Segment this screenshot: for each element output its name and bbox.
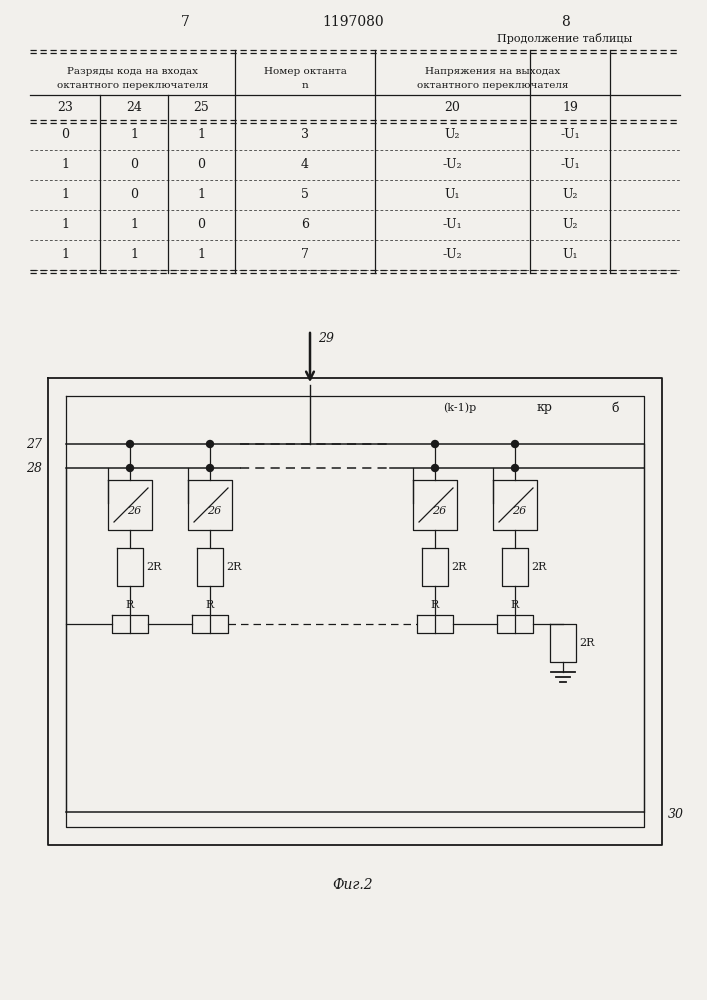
- Text: 2R: 2R: [451, 562, 467, 572]
- Text: Фиг.2: Фиг.2: [333, 878, 373, 892]
- Text: Напряжения на выходах: Напряжения на выходах: [425, 68, 560, 77]
- Text: U₂: U₂: [445, 128, 460, 141]
- Text: R: R: [511, 600, 519, 610]
- Text: 0: 0: [61, 128, 69, 141]
- Text: (k-1)р: (k-1)р: [443, 403, 477, 413]
- Text: 3: 3: [301, 128, 309, 141]
- Text: 26: 26: [432, 506, 446, 516]
- Text: R: R: [126, 600, 134, 610]
- Text: октантного переключателя: октантного переключателя: [57, 81, 209, 90]
- Text: 1: 1: [197, 128, 206, 141]
- Text: 7: 7: [180, 15, 189, 29]
- Text: Номер октанта: Номер октанта: [264, 68, 346, 77]
- Text: U₁: U₁: [445, 188, 460, 202]
- Circle shape: [511, 440, 518, 448]
- Text: 25: 25: [194, 101, 209, 114]
- Text: -U₁: -U₁: [443, 219, 462, 232]
- Text: -U₂: -U₂: [443, 248, 462, 261]
- Text: 26: 26: [512, 506, 526, 516]
- Circle shape: [511, 464, 518, 472]
- Circle shape: [206, 464, 214, 472]
- Text: Продолжение таблицы: Продолжение таблицы: [498, 32, 633, 43]
- Text: -U₂: -U₂: [443, 158, 462, 172]
- Text: 26: 26: [127, 506, 141, 516]
- Text: 1: 1: [130, 128, 138, 141]
- Text: 0: 0: [197, 219, 206, 232]
- Text: 2R: 2R: [579, 638, 595, 648]
- Circle shape: [127, 440, 134, 448]
- Text: 8: 8: [561, 15, 569, 29]
- Text: 28: 28: [26, 462, 42, 475]
- Circle shape: [431, 440, 438, 448]
- Text: 30: 30: [668, 808, 684, 822]
- Text: 24: 24: [126, 101, 142, 114]
- Text: кp: кp: [537, 401, 553, 414]
- Text: -U₁: -U₁: [560, 128, 580, 141]
- Text: Разряды кода на входах: Разряды кода на входах: [67, 68, 198, 77]
- Circle shape: [431, 464, 438, 472]
- Text: 20: 20: [445, 101, 460, 114]
- Text: 1: 1: [130, 248, 138, 261]
- Text: 29: 29: [318, 332, 334, 344]
- Text: 1: 1: [130, 219, 138, 232]
- Text: 1: 1: [197, 248, 206, 261]
- Text: 26: 26: [207, 506, 221, 516]
- Text: 23: 23: [57, 101, 73, 114]
- Text: 6: 6: [301, 219, 309, 232]
- Text: R: R: [431, 600, 439, 610]
- Text: 1: 1: [61, 188, 69, 202]
- Text: октантного переключателя: октантного переключателя: [416, 81, 568, 90]
- Text: 1: 1: [197, 188, 206, 202]
- Text: 5: 5: [301, 188, 309, 202]
- Text: -U₁: -U₁: [560, 158, 580, 172]
- Text: 0: 0: [130, 188, 138, 202]
- Text: 2R: 2R: [226, 562, 241, 572]
- Text: 2R: 2R: [531, 562, 547, 572]
- Text: R: R: [206, 600, 214, 610]
- Text: U₂: U₂: [562, 219, 578, 232]
- Text: 4: 4: [301, 158, 309, 172]
- Text: 0: 0: [197, 158, 206, 172]
- Text: 1: 1: [61, 248, 69, 261]
- Text: 2R: 2R: [146, 562, 161, 572]
- Text: 1: 1: [61, 158, 69, 172]
- Text: 7: 7: [301, 248, 309, 261]
- Circle shape: [127, 464, 134, 472]
- Text: 1: 1: [61, 219, 69, 232]
- Text: б: б: [612, 401, 619, 414]
- Text: 0: 0: [130, 158, 138, 172]
- Text: 19: 19: [562, 101, 578, 114]
- Text: U₁: U₁: [562, 248, 578, 261]
- Text: 1197080: 1197080: [322, 15, 384, 29]
- Text: 27: 27: [26, 438, 42, 450]
- Text: n: n: [302, 81, 308, 90]
- Text: U₂: U₂: [562, 188, 578, 202]
- Circle shape: [206, 440, 214, 448]
